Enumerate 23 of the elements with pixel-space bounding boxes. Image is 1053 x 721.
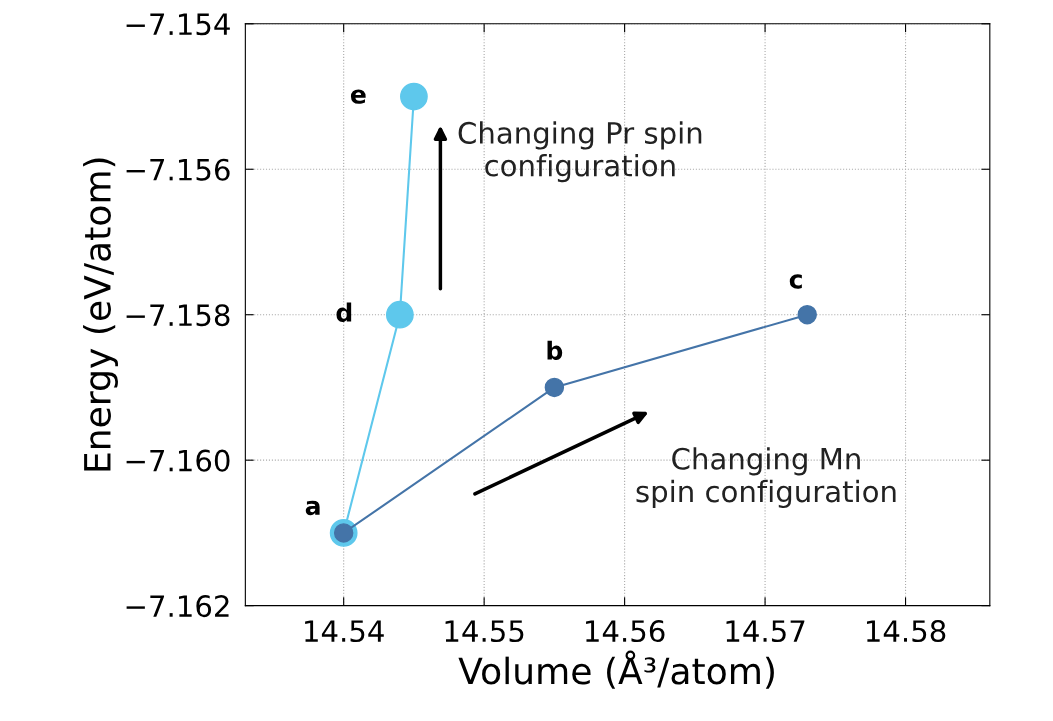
x-axis-title: Volume (Å³/atom) [458, 650, 774, 689]
x-tick-label: 14.56 [586, 620, 665, 643]
y-tick-label: −7.154 [126, 13, 230, 36]
x-tick-label: 14.54 [305, 620, 384, 643]
annotation: d [336, 302, 352, 322]
y-tick-label: −7.162 [126, 595, 229, 618]
point [544, 377, 565, 398]
x-tick-label: 14.57 [726, 620, 805, 643]
y-axis-title: Energy (eV/atom) [83, 158, 118, 471]
annotation: Changing Pr spin configuration [458, 121, 702, 183]
annotation: b [547, 340, 563, 360]
point [385, 300, 414, 329]
annotation: Changing Mn spin configuration [636, 447, 896, 509]
point [400, 82, 428, 111]
y-tick-label: −7.158 [126, 304, 230, 327]
y-tick-label: −7.156 [126, 158, 230, 181]
annotation: c [789, 274, 802, 289]
annotation: e [350, 89, 366, 104]
annotation: a [305, 500, 320, 516]
x-tick-label: 14.58 [866, 620, 946, 643]
y-tick-label: −7.160 [126, 449, 230, 472]
point [797, 304, 817, 325]
x-tick-label: 14.55 [445, 620, 524, 643]
